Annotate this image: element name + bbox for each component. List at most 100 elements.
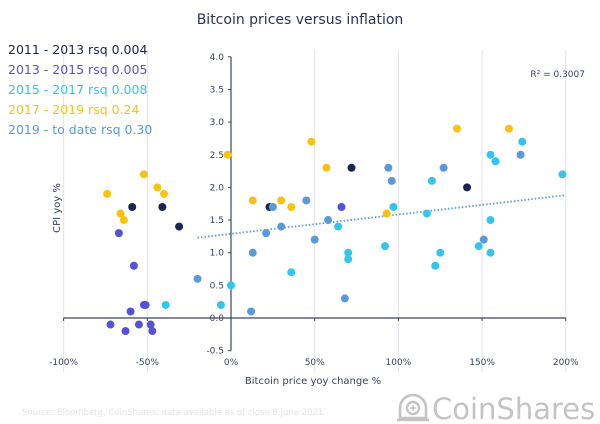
y-tick-label: 1.0 [210, 249, 225, 259]
logo-text: CoinShares [432, 392, 595, 424]
data-point [486, 248, 495, 257]
y-tick-label: 3.0 [210, 118, 225, 128]
trendline [197, 194, 566, 239]
y-axis-label: CPI yoy % [52, 183, 63, 233]
data-point [334, 222, 343, 231]
data-point [516, 150, 525, 159]
data-point [439, 163, 448, 172]
data-point [116, 209, 125, 218]
data-point [302, 196, 311, 205]
data-point [160, 189, 169, 198]
legend-entry: 2013 - 2015 rsq 0.005 [8, 62, 147, 77]
data-point [216, 300, 225, 309]
y-tick-label: 0.5 [210, 281, 224, 291]
series-group [103, 124, 513, 225]
series-group [106, 202, 346, 336]
data-point [128, 202, 137, 211]
data-point [161, 300, 170, 309]
data-point [486, 216, 495, 225]
x-tick-label: 100% [386, 358, 412, 368]
data-point [463, 183, 472, 192]
data-point [427, 176, 436, 185]
y-tick-label: 4.0 [210, 53, 225, 63]
data-point [158, 202, 167, 211]
data-point [141, 300, 150, 309]
legend-entry: 2017 - 2019 rsq 0.24 [8, 102, 139, 117]
data-point [322, 163, 331, 172]
x-tick-labels: -100% -50% 0% 50% 100% 150% 200% [49, 358, 579, 368]
data-point [121, 327, 130, 336]
y-tick-label: 3.5 [210, 85, 224, 95]
data-point [344, 255, 353, 264]
y-tick-label: 2.5 [210, 151, 224, 161]
data-point [227, 281, 235, 290]
data-point [223, 150, 232, 159]
data-point [452, 124, 461, 133]
data-point [103, 189, 112, 198]
y-tick-label: 1.5 [210, 216, 224, 226]
data-point [486, 150, 495, 159]
data-point [153, 183, 162, 192]
data-point [504, 124, 513, 133]
data-point [479, 235, 488, 244]
data-point [146, 320, 155, 329]
source-note: Source: Bloomberg, CoinShares, data avai… [22, 408, 323, 418]
x-tick-label: 0% [224, 358, 239, 368]
data-point [387, 176, 396, 185]
coinshares-logo: CoinShares [397, 392, 595, 424]
data-point [347, 163, 356, 172]
data-point [193, 274, 202, 283]
data-point [381, 242, 390, 251]
astronaut-helmet-icon [397, 393, 429, 422]
data-point [389, 202, 398, 211]
series-group [128, 163, 472, 231]
data-point [287, 268, 296, 277]
data-point [422, 209, 431, 218]
data-point [139, 170, 148, 179]
trendline-path [197, 194, 566, 239]
series-group [161, 137, 567, 309]
y-tick-label: 0.0 [210, 314, 225, 324]
data-point [344, 248, 353, 257]
data-point [247, 307, 256, 316]
legend: 2011 - 2013 rsq 0.004 2013 - 2015 rsq 0.0… [8, 42, 152, 137]
data-point [382, 209, 391, 218]
data-point [129, 261, 138, 270]
data-point [431, 261, 440, 270]
data-points [103, 124, 567, 336]
y-tick-label: -0.5 [206, 347, 224, 357]
data-point [262, 229, 271, 238]
data-point [307, 137, 316, 146]
data-point [106, 320, 115, 329]
legend-entry: 2015 - 2017 rsq 0.008 [8, 82, 147, 97]
data-point [337, 202, 346, 211]
r-squared-annotation: R² = 0.3007 [530, 70, 585, 80]
legend-entry: 2011 - 2013 rsq 0.004 [8, 42, 147, 57]
x-tick-label: -100% [49, 358, 78, 368]
x-tick-label: -50% [136, 358, 160, 368]
data-point [248, 196, 257, 205]
data-point [114, 229, 123, 238]
data-point [277, 222, 286, 231]
chart-title: Bitcoin prices versus inflation [197, 12, 404, 28]
y-tick-label: 2.0 [210, 183, 225, 193]
data-point [119, 216, 128, 225]
data-point [134, 320, 143, 329]
data-point [310, 235, 319, 244]
data-point [436, 248, 445, 257]
x-tick-label: 200% [553, 358, 579, 368]
data-point [474, 242, 483, 251]
data-point [126, 307, 135, 316]
data-point [340, 294, 349, 303]
data-point [324, 216, 333, 225]
series-group [193, 150, 525, 316]
data-point [277, 196, 286, 205]
axes [63, 56, 567, 352]
x-axis-label: Bitcoin price yoy change % [245, 376, 381, 387]
legend-entry: 2019 - to date rsq 0.30 [8, 122, 152, 137]
data-point [175, 222, 184, 231]
data-point [558, 170, 567, 179]
data-point [287, 202, 296, 211]
y-tick-labels: -0.5 0.0 0.5 1.0 1.5 2.0 2.5 3.0 3.5 4.0 [206, 53, 224, 357]
